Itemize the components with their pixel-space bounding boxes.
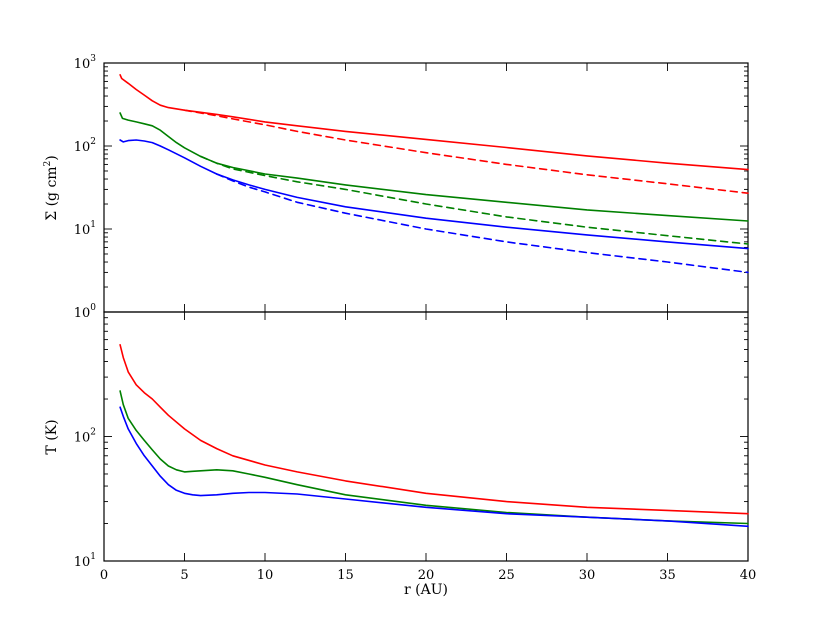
x-tick-label: 30	[579, 568, 596, 583]
x-axis-label: r (AU)	[404, 582, 448, 598]
temperature-series-blue-solid	[119, 406, 749, 528]
x-tick-label: 5	[180, 568, 188, 583]
sigma-y-tick-label: 102	[74, 137, 96, 155]
x-tick-label: 40	[740, 568, 757, 583]
temperature-y-tick-label: 102	[74, 428, 96, 446]
sigma-series-red-dashed	[183, 109, 749, 194]
temperature-y-axis-label: T (K)	[44, 419, 60, 454]
sigma-y-tick-label: 100	[74, 303, 97, 321]
x-tick-label: 0	[100, 568, 108, 583]
sigma-panel-series	[119, 74, 749, 274]
temperature-panel-ticks: 101 102 0 5 10 15 20 25 30 35 40	[74, 312, 757, 583]
temperature-panel-frame	[103, 311, 749, 562]
sigma-panel-frame	[103, 62, 749, 313]
sigma-y-tick-label: 101	[74, 220, 96, 238]
x-tick-label: 15	[337, 568, 354, 583]
temperature-panel: 101 102 0 5 10 15 20 25 30 35 40 T (K) r (AU)	[44, 311, 757, 598]
sigma-panel-ticks: 100 101 102 103	[74, 54, 749, 321]
x-tick-label: 35	[659, 568, 676, 583]
sigma-series-green-solid	[119, 112, 749, 222]
temperature-series-green-solid	[119, 390, 749, 525]
sigma-panel: 100 101 102 103 Σ (g cm2)	[43, 54, 749, 321]
temperature-series-red-solid	[119, 344, 749, 515]
sigma-series-blue-solid	[119, 139, 749, 250]
sigma-series-green-dashed	[199, 155, 749, 245]
sigma-y-tick-label: 103	[74, 54, 97, 72]
sigma-series-red-solid	[119, 74, 749, 171]
sigma-series-blue-dashed	[215, 173, 749, 274]
temperature-y-tick-label: 101	[74, 552, 96, 570]
x-tick-label: 25	[498, 568, 515, 583]
sigma-y-axis-label: Σ (g cm2)	[43, 155, 60, 221]
x-tick-label: 10	[257, 568, 274, 583]
temperature-panel-series	[119, 344, 749, 528]
x-tick-label: 20	[418, 568, 435, 583]
